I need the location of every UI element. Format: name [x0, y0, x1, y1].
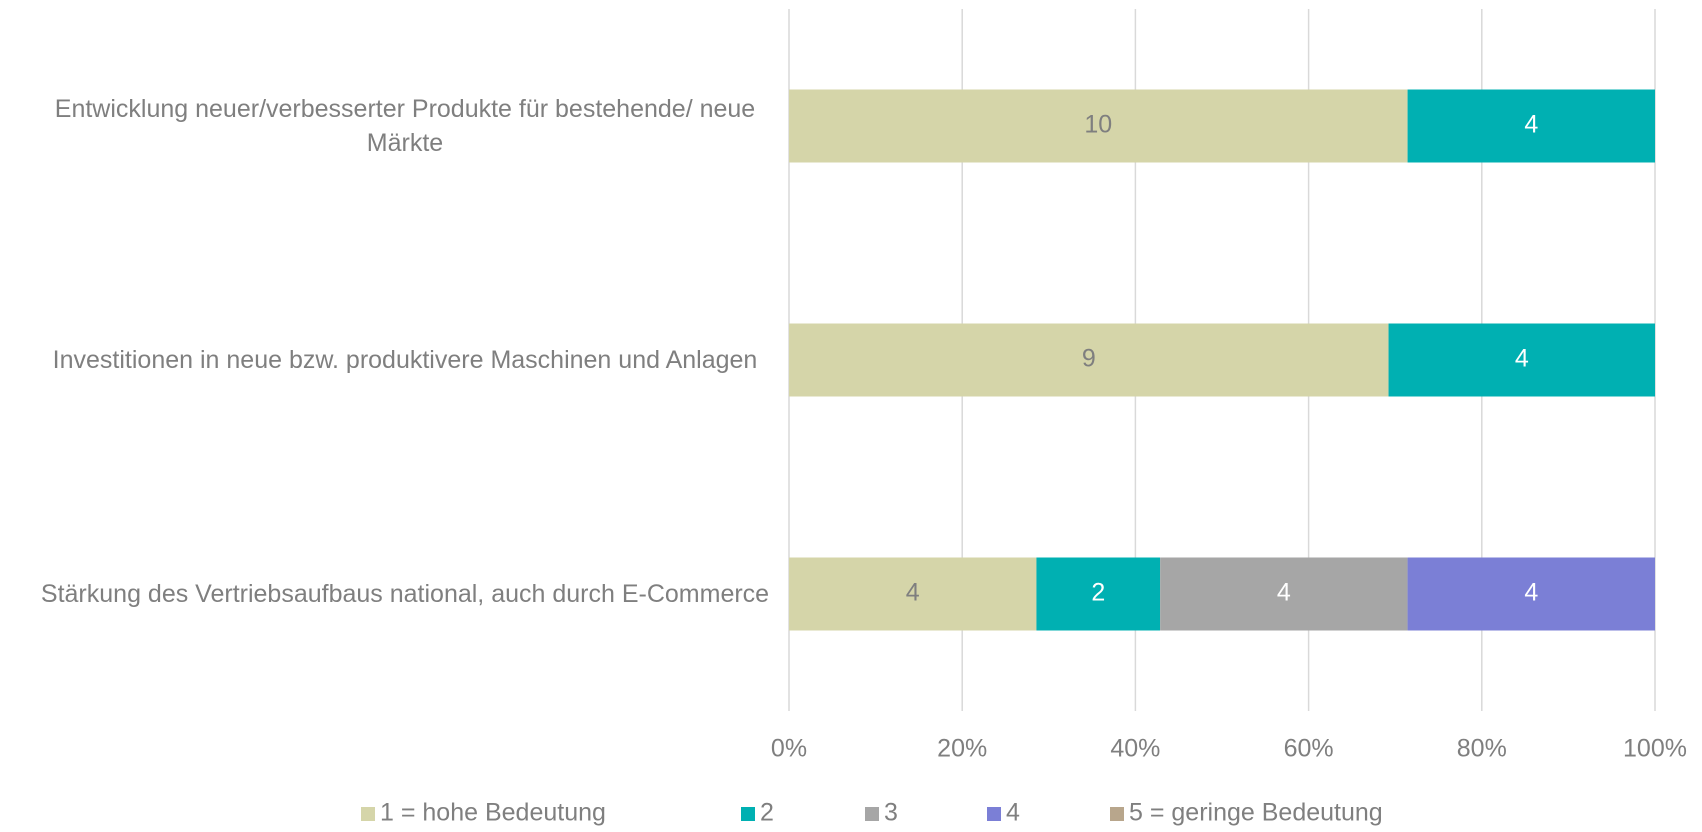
bar-segment [789, 323, 1389, 397]
x-tick-label: 100% [1623, 735, 1687, 763]
data-label: 4 [906, 579, 920, 607]
data-label: 10 [1084, 111, 1112, 139]
data-label: 9 [1082, 345, 1096, 373]
legend-swatch [361, 807, 375, 821]
data-label: 4 [1515, 345, 1529, 373]
legend-swatch [1110, 807, 1124, 821]
legend-swatch [987, 807, 1001, 821]
legend-label: 2 [760, 799, 774, 827]
x-tick-label: 80% [1457, 735, 1507, 763]
x-tick-label: 0% [771, 735, 807, 763]
legend-swatch [741, 807, 755, 821]
data-label: 4 [1277, 579, 1291, 607]
x-tick-label: 40% [1110, 735, 1160, 763]
legend-label: 5 = geringe Bedeutung [1129, 799, 1383, 827]
category-label: Investitionen in neue bzw. produktivere … [52, 346, 758, 374]
legend-swatch [865, 807, 879, 821]
bar-segment [1388, 323, 1655, 397]
category-label: Stärkung des Vertriebsaufbaus national, … [40, 580, 770, 608]
legend-label: 1 = hohe Bedeutung [380, 799, 606, 827]
bar-segment [789, 557, 1037, 631]
category-label: Entwicklung neuer/verbesserter Produkte … [54, 95, 756, 157]
data-label: 2 [1091, 579, 1105, 607]
bar-segment [789, 89, 1408, 163]
bar-segment [1160, 557, 1408, 631]
bar-segment [1036, 557, 1161, 631]
x-tick-label: 60% [1284, 735, 1334, 763]
legend-label: 3 [884, 799, 898, 827]
legend-label: 4 [1006, 799, 1020, 827]
data-label: 4 [1524, 111, 1538, 139]
data-label: 4 [1524, 579, 1538, 607]
bar-segment [1407, 557, 1655, 631]
x-tick-label: 20% [937, 735, 987, 763]
bar-segment [1407, 89, 1655, 163]
